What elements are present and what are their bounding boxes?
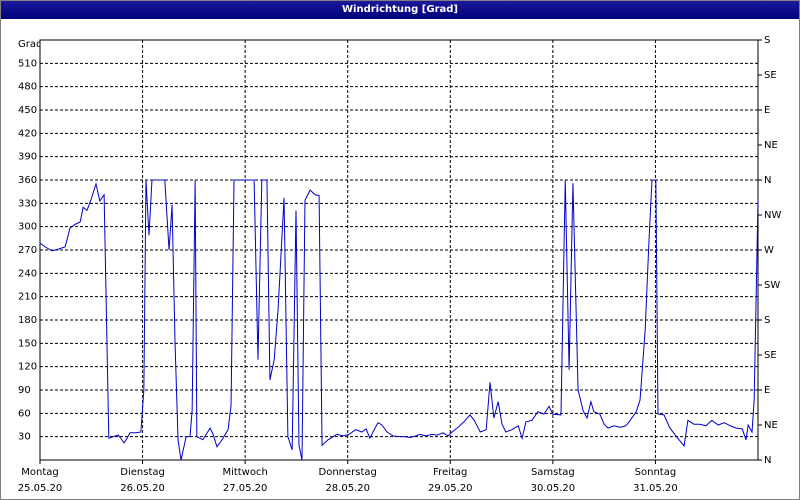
y2-tick-label: W — [764, 245, 774, 256]
y-tick-label: 60 — [18, 408, 31, 419]
y-tick-label: 360 — [18, 175, 37, 186]
x-tick-label: Freitag — [433, 467, 467, 478]
y-tick-label: 270 — [18, 245, 37, 256]
y-tick-label: 210 — [18, 292, 37, 303]
y2-tick-label: SW — [764, 280, 780, 291]
y-tick-label: 450 — [18, 105, 37, 116]
title-bar: Windrichtung [Grad] — [1, 1, 799, 19]
y2-tick-label: SE — [764, 350, 777, 361]
y2-tick-label: S — [764, 315, 770, 326]
x-tick-label: Montag — [21, 467, 58, 478]
y-tick-label: 330 — [18, 198, 37, 209]
plot-area — [40, 40, 758, 460]
x-tick-label: Mittwoch — [222, 467, 267, 478]
x-tick-date: 30.05.20 — [531, 483, 576, 494]
data-line — [39, 179, 759, 461]
x-tick-date: 27.05.20 — [223, 483, 268, 494]
x-tick-label: Sonntag — [635, 467, 677, 478]
x-tick-date: 25.05.20 — [18, 483, 63, 494]
y-tick-label: 240 — [18, 268, 37, 279]
x-tick-label: Samstag — [531, 467, 575, 478]
x-tick-label: Donnerstag — [319, 467, 377, 478]
y-tick-label: 390 — [18, 152, 37, 163]
x-tick-date: 29.05.20 — [428, 483, 473, 494]
y-tick-label: 150 — [18, 338, 37, 349]
y-tick-label: 30 — [18, 432, 31, 443]
y2-tick-label: E — [764, 105, 770, 116]
y2-tick-label: N — [764, 455, 771, 466]
y-axis-label: Grad — [18, 39, 42, 50]
y-tick-label: 120 — [18, 362, 37, 373]
x-tick-date: 26.05.20 — [120, 483, 165, 494]
x-tick-date: 28.05.20 — [325, 483, 370, 494]
y-tick-label: 510 — [18, 58, 37, 69]
y-tick-label: 480 — [18, 82, 37, 93]
x-tick-label: Dienstag — [120, 467, 165, 478]
y2-tick-label: N — [764, 175, 771, 186]
y-tick-label: 300 — [18, 222, 37, 233]
y2-tick-label: S — [764, 35, 770, 46]
y2-tick-label: E — [764, 385, 770, 396]
y2-tick-label: NW — [764, 210, 781, 221]
plot-border — [39, 39, 759, 461]
y2-tick-label: NE — [764, 140, 778, 151]
y-tick-label: 90 — [18, 385, 31, 396]
y2-tick-label: SE — [764, 70, 777, 81]
y-tick-label: 180 — [18, 315, 37, 326]
y2-tick-label: NE — [764, 420, 778, 431]
y-tick-label: 420 — [18, 128, 37, 139]
x-tick-date: 31.05.20 — [633, 483, 678, 494]
